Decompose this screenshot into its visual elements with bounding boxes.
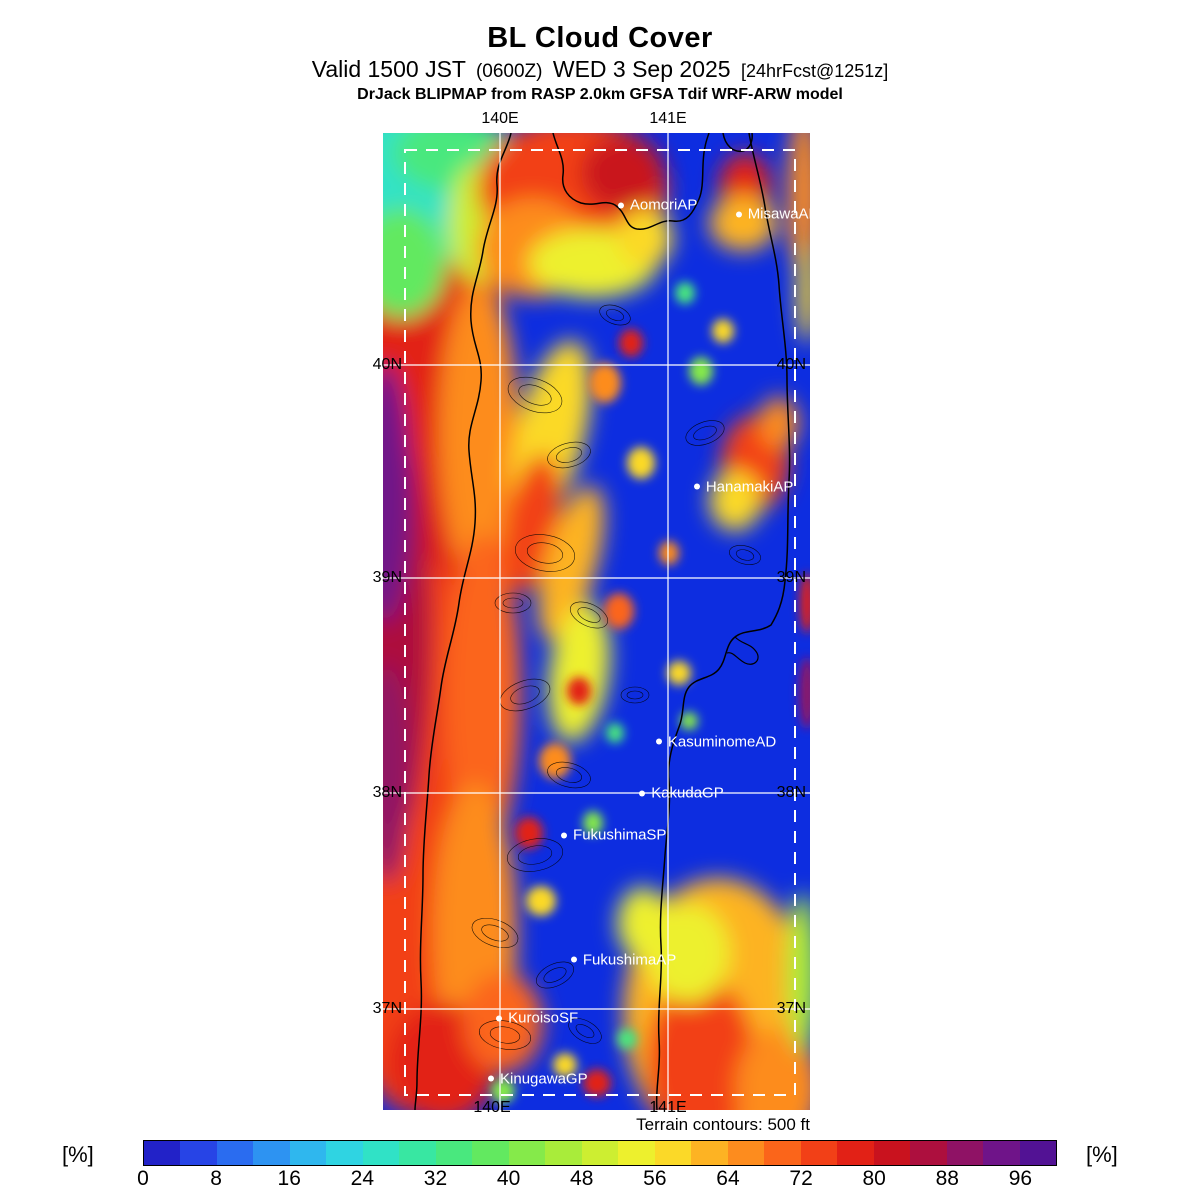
station-dot-icon	[639, 790, 646, 797]
colorbar-cell	[727, 1141, 765, 1165]
colorbar-cell	[800, 1141, 838, 1165]
colorbar-cell	[764, 1141, 801, 1165]
station-marker: AomoriAP	[617, 196, 698, 214]
colorbar-cell	[910, 1141, 947, 1165]
valid-prefix: Valid 1500 JST	[311, 56, 466, 82]
station-dot-icon	[488, 1075, 495, 1082]
colorbar-tick-label: 72	[789, 1167, 813, 1190]
colorbar-tick-label: 64	[716, 1167, 740, 1190]
model-line: DrJack BLIPMAP from RASP 2.0km GFSA Tdif…	[357, 86, 843, 103]
colorbar-unit-right: [%]	[1086, 1142, 1118, 1167]
colorbar-tick-label: 40	[496, 1167, 521, 1190]
utc-time: (0600Z)	[475, 61, 543, 82]
station-label: KakudaGP	[651, 784, 724, 802]
station-dot-icon	[561, 832, 568, 839]
map-canvas: AomoriAP MisawaAD HanamakiAP KasuminomeAD Ka…	[383, 133, 810, 1110]
lon-label-top-140e: 140E	[481, 110, 519, 127]
station-label: MisawaAD	[747, 205, 810, 223]
colorbar-tick-label: 32	[423, 1167, 448, 1190]
colorbar-cell	[983, 1141, 1020, 1165]
lon-label-top-141e: 141E	[649, 110, 687, 127]
station-dot-icon	[655, 738, 662, 745]
lat-label-right-37n: 37N	[776, 1000, 806, 1017]
colorbar-cell	[180, 1141, 217, 1165]
colorbar-tick-label: 96	[1008, 1167, 1033, 1190]
station-marker: FukushimaSP	[561, 827, 666, 844]
colorbar-cell	[946, 1141, 984, 1165]
station-dot-icon	[496, 1015, 503, 1022]
lon-label-bottom-140e: 140E	[473, 1099, 511, 1116]
colorbar-cell	[472, 1141, 509, 1165]
coastline	[414, 133, 791, 1110]
colorbar-cell	[691, 1141, 728, 1165]
valid-line: Valid 1500 JST (0600Z) WED 3 Sep 2025 [2…	[0, 56, 1200, 83]
station-label: KinugawaGP	[500, 1070, 588, 1088]
station-label: HanamakiAP	[705, 478, 794, 496]
station-label: KasuminomeAD	[667, 733, 777, 751]
colorbar-tick-label: 80	[862, 1167, 886, 1190]
colorbar-cell	[216, 1141, 254, 1165]
lat-label-right-39n: 39N	[776, 569, 806, 586]
station-dot-icon	[617, 202, 624, 209]
station-label: FukushimaSP	[573, 826, 667, 844]
graticule	[383, 133, 810, 1110]
colorbar-ticks: 0 8 16 24 32 40 48 56 64 72 80 88 96	[137, 1167, 1057, 1193]
colorbar-cell	[326, 1141, 363, 1165]
station-dot-icon	[735, 211, 742, 218]
station-marker: HanamakiAP	[693, 478, 794, 496]
colorbar-cell	[581, 1141, 619, 1165]
station-label: AomoriAP	[629, 196, 698, 214]
colorbar-cell	[1019, 1141, 1057, 1165]
colorbar-cell	[399, 1141, 436, 1165]
station-dot-icon	[570, 956, 577, 963]
colorbar-tick-label: 88	[935, 1167, 959, 1190]
colorbar-cell	[508, 1141, 546, 1165]
station-label: FukushimaAP	[582, 951, 677, 969]
station-label: KuroisoSF	[508, 1009, 579, 1027]
colorbar-tick-label: 0	[137, 1167, 149, 1190]
colorbar-tick-label: 8	[210, 1167, 222, 1190]
lat-label-left-40n: 40N	[372, 356, 402, 373]
forecast-tag: [24hrFcst@1251z]	[740, 61, 889, 81]
colorbar-unit-left: [%]	[62, 1142, 94, 1167]
colorbar-cell	[545, 1141, 582, 1165]
station-marker: KuroisoSF	[496, 1010, 578, 1027]
colorbar-tick-label: 16	[277, 1167, 301, 1190]
colorbar-cell	[144, 1141, 181, 1165]
lat-label-left-37n: 37N	[372, 1000, 402, 1017]
cloud-cover-field	[383, 133, 810, 1110]
lat-label-left-38n: 38N	[372, 784, 402, 801]
colorbar-cell	[435, 1141, 473, 1165]
lat-label-left-39n: 39N	[372, 569, 402, 586]
station-marker: FukushimaAP	[570, 951, 677, 969]
colorbar-tick-label: 24	[350, 1167, 375, 1190]
lat-label-right-40n: 40N	[776, 356, 806, 373]
station-marker: KinugawaGP	[488, 1070, 588, 1087]
colorbar-cell	[654, 1141, 692, 1165]
valid-date: WED 3 Sep 2025	[552, 56, 731, 82]
chart-title: BL Cloud Cover	[487, 22, 713, 54]
colorbar-cell	[618, 1141, 655, 1165]
lat-label-right-38n: 38N	[776, 784, 806, 801]
station-dot-icon	[693, 483, 700, 490]
terrain-footnote: Terrain contours: 500 ft	[636, 1115, 810, 1134]
station-marker: KasuminomeAD	[655, 733, 777, 751]
station-layer: AomoriAP MisawaAD HanamakiAP KasuminomeAD Ka…	[383, 133, 810, 1110]
colorbar-cell	[362, 1141, 400, 1165]
colorbar-cell	[873, 1141, 911, 1165]
colorbar-tick-label: 56	[643, 1167, 667, 1190]
domain-boundary	[404, 149, 796, 1096]
station-marker: KakudaGP	[639, 785, 724, 802]
station-marker: MisawaAD	[735, 205, 810, 223]
colorbar	[143, 1140, 1057, 1166]
colorbar-tick-label: 48	[570, 1167, 594, 1190]
lon-label-bottom-141e: 141E	[649, 1099, 687, 1116]
colorbar-cell	[289, 1141, 327, 1165]
colorbar-cell	[253, 1141, 290, 1165]
colorbar-cell	[837, 1141, 874, 1165]
